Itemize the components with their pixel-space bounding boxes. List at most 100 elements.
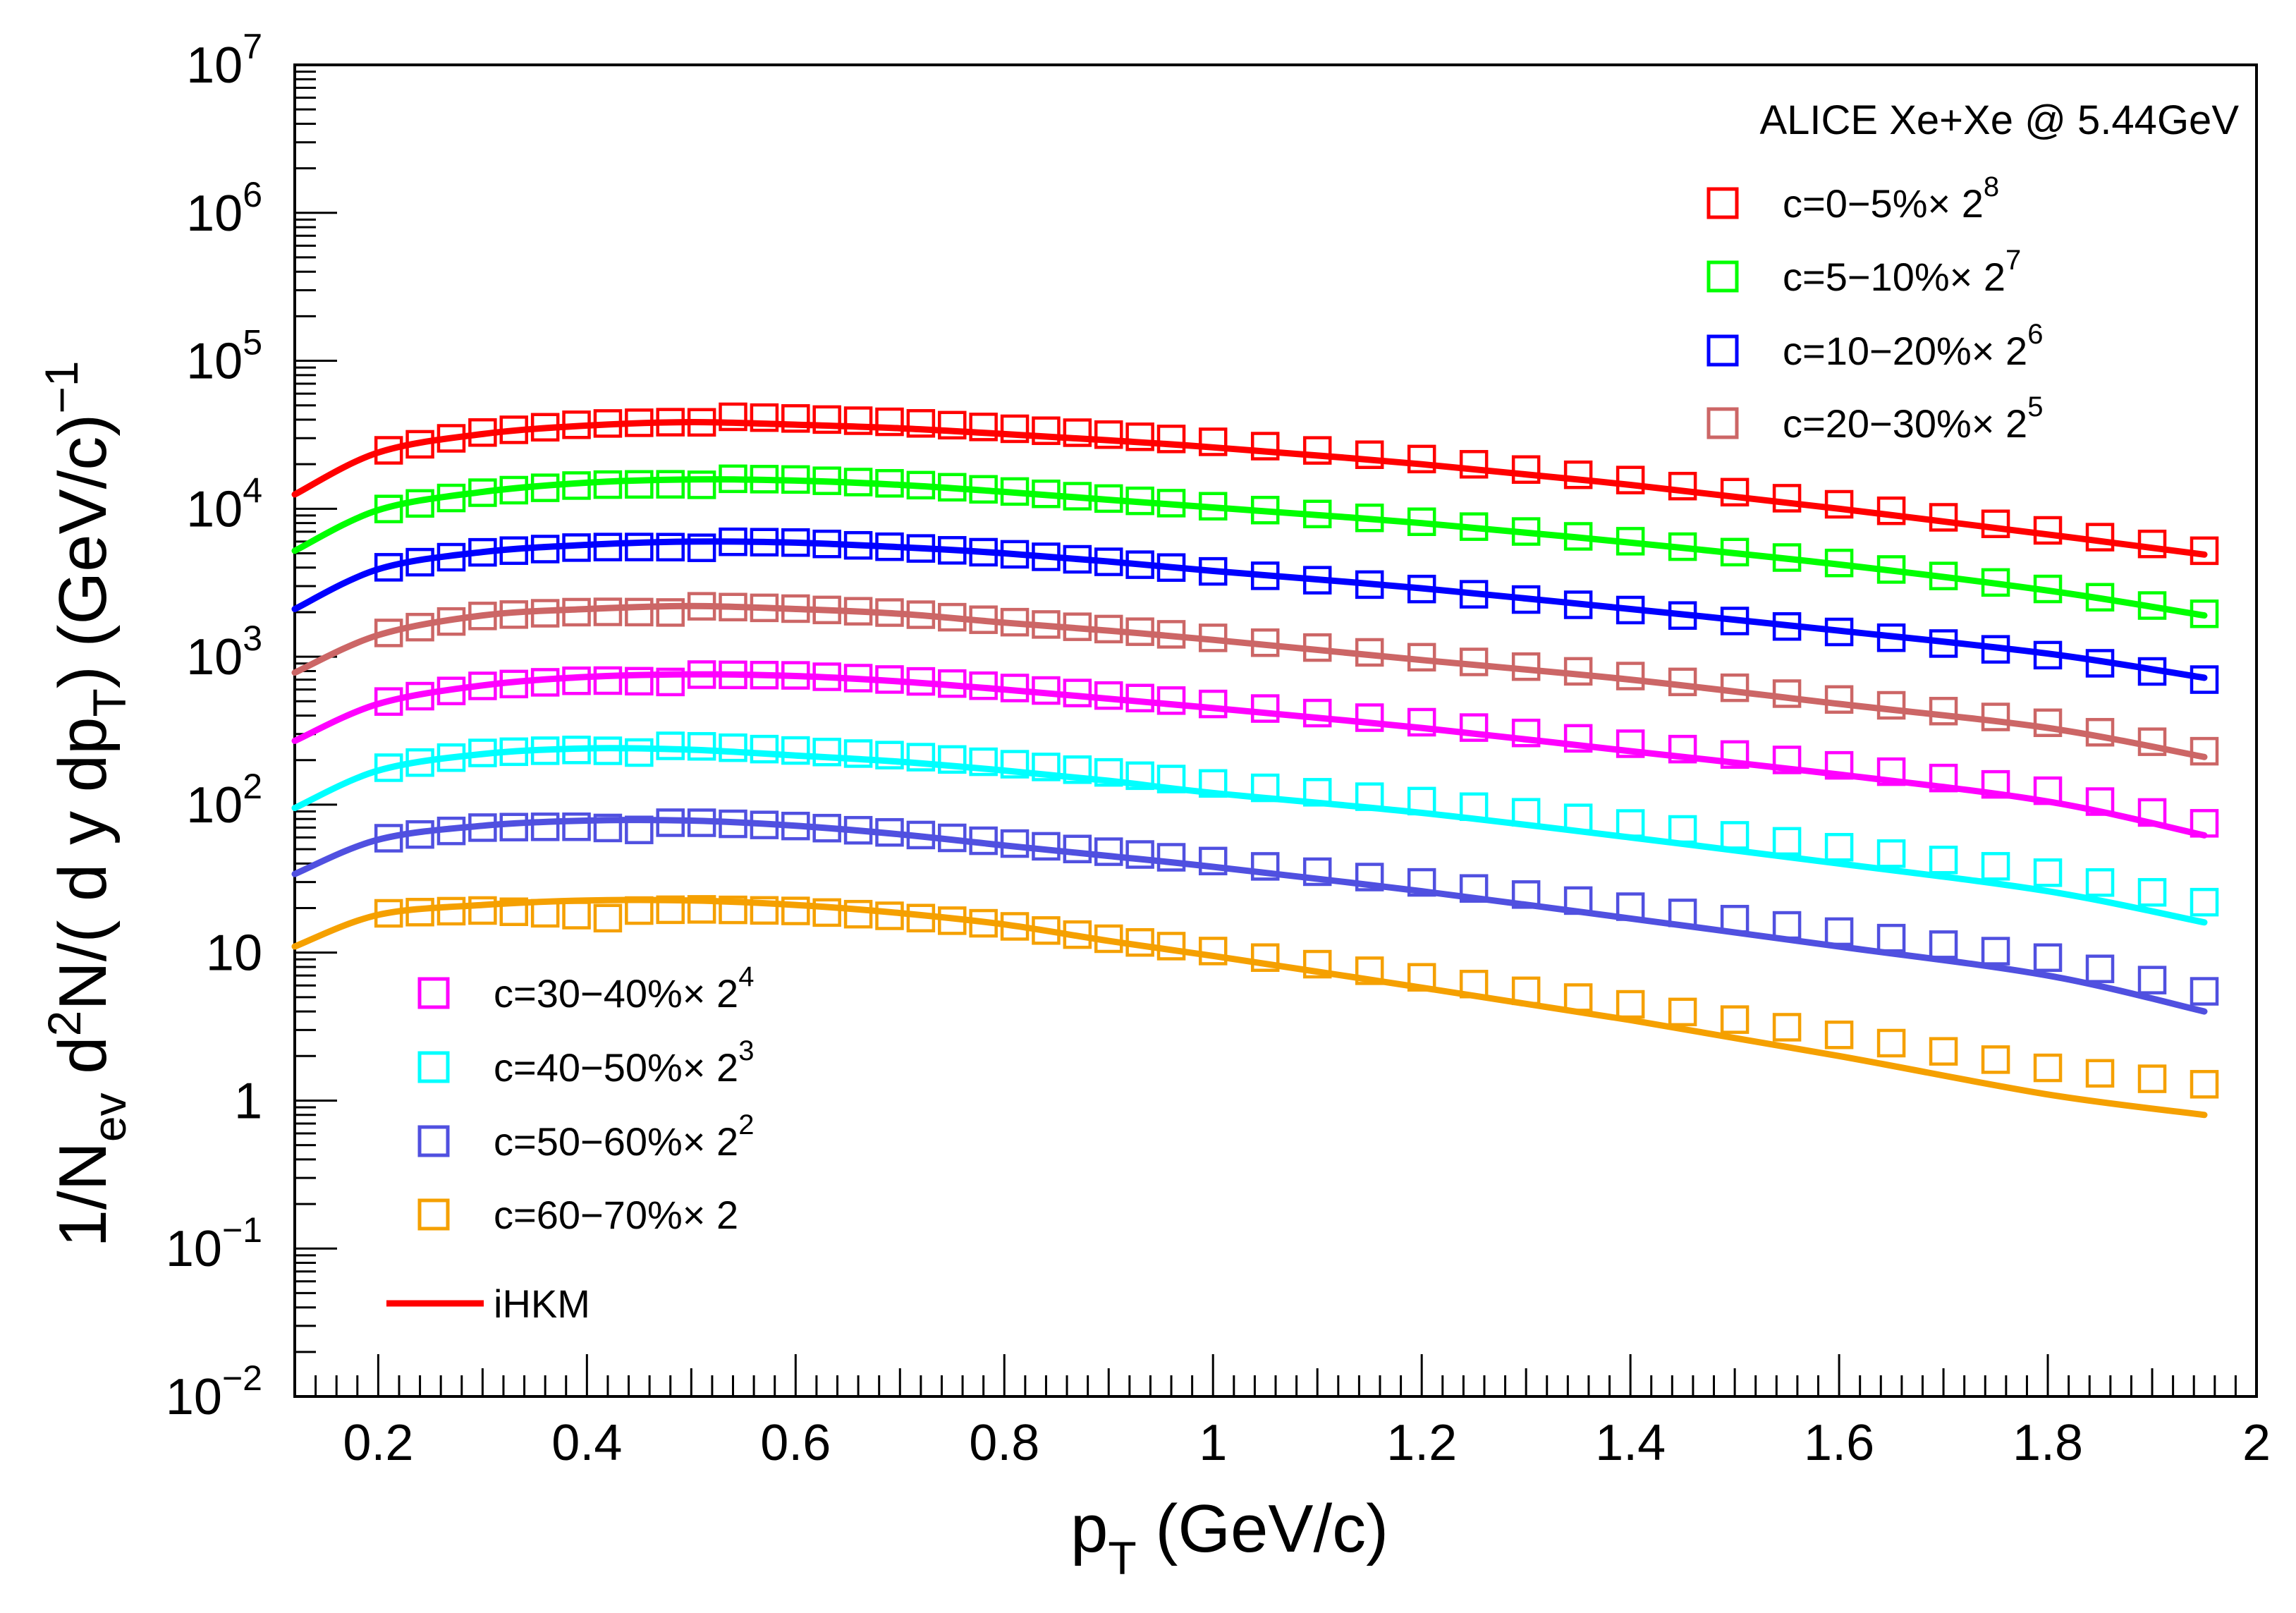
- data-point: [405, 748, 434, 777]
- x-tick-label: 0.4: [551, 1415, 622, 1471]
- data-point: [719, 464, 747, 494]
- data-point: [1876, 757, 1906, 786]
- data-point: [938, 745, 967, 774]
- data-point: [843, 739, 873, 768]
- data-point: [1876, 923, 1906, 953]
- data-point: [1094, 924, 1123, 954]
- data-point: [1563, 657, 1593, 686]
- data-point: [499, 897, 529, 926]
- data-point: [2085, 649, 2115, 678]
- data-point: [374, 824, 403, 853]
- data-point: [1407, 786, 1436, 816]
- data-point: [781, 661, 810, 690]
- data-point: [1094, 757, 1123, 787]
- data-point: [593, 532, 623, 561]
- data-point: [1032, 479, 1061, 509]
- data-point: [1563, 590, 1593, 619]
- data-point: [687, 895, 716, 924]
- data-point: [843, 664, 873, 693]
- data-point: [906, 600, 936, 629]
- data-point: [2190, 1070, 2219, 1099]
- data-point: [687, 470, 716, 499]
- data-point: [1929, 1037, 1958, 1066]
- data-point: [1156, 765, 1186, 793]
- data-point: [1125, 422, 1154, 451]
- data-point: [906, 666, 936, 696]
- data-point: [1929, 629, 1958, 658]
- data-point: [1720, 477, 1750, 507]
- data-point: [1094, 681, 1123, 710]
- legend-label: c=50−60%× 22: [494, 1109, 754, 1164]
- data-point: [562, 471, 591, 500]
- data-point: [1616, 892, 1645, 921]
- data-point: [938, 473, 967, 502]
- data-point: [1616, 465, 1645, 494]
- data-point: [1824, 685, 1854, 714]
- data-point: [1772, 745, 1802, 774]
- data-point: [843, 899, 873, 929]
- data-point: [1459, 450, 1489, 479]
- data-point: [1668, 601, 1697, 630]
- data-point: [530, 736, 560, 765]
- data-point: [593, 813, 623, 843]
- legend-label: c=0−5%× 28: [1783, 171, 1999, 226]
- data-point: [1032, 542, 1061, 571]
- data-point: [1511, 585, 1541, 614]
- data-point: [593, 470, 623, 499]
- data-point: [405, 489, 434, 518]
- data-point: [1250, 852, 1280, 881]
- data-point: [656, 895, 685, 925]
- data-point: [2190, 809, 2219, 838]
- data-point: [812, 898, 841, 927]
- data-point: [1032, 610, 1061, 639]
- chart-title: ALICE Xe+Xe @ 5.44GeV: [1759, 97, 2239, 143]
- data-point: [781, 811, 810, 841]
- data-point: [1125, 617, 1154, 646]
- data-point: [1929, 763, 1958, 793]
- data-point: [1302, 949, 1332, 979]
- data-point: [781, 736, 810, 765]
- legend-label: c=5−10%× 27: [1783, 245, 2021, 299]
- data-point: [843, 815, 873, 845]
- data-point: [436, 607, 466, 636]
- data-point: [1198, 769, 1228, 798]
- data-point: [1772, 679, 1802, 708]
- data-point: [1000, 912, 1030, 941]
- data-point: [1355, 440, 1384, 469]
- data-point: [1616, 729, 1645, 758]
- data-point: [2190, 887, 2219, 917]
- data-point: [1063, 544, 1092, 574]
- data-point: [625, 470, 654, 499]
- y-tick-label: 10: [206, 925, 262, 982]
- data-point: [687, 408, 716, 437]
- data-point: [1720, 537, 1750, 567]
- data-point: [1720, 904, 1750, 934]
- data-point: [1981, 568, 2010, 597]
- data-point: [1668, 815, 1697, 844]
- data-point: [875, 532, 904, 561]
- data-point: [1125, 683, 1154, 712]
- data-point: [468, 738, 497, 767]
- data-point: [2033, 776, 2063, 805]
- data-point: [2190, 977, 2219, 1006]
- data-point: [938, 669, 967, 698]
- data-point: [843, 530, 873, 560]
- data-point: [1032, 916, 1061, 945]
- data-point: [1720, 673, 1750, 702]
- data-point: [2085, 523, 2115, 552]
- data-point: [1094, 420, 1123, 449]
- data-point: [1355, 782, 1384, 811]
- data-point: [1772, 1013, 1802, 1042]
- data-point: [1355, 863, 1384, 891]
- data-point: [1198, 623, 1228, 652]
- data-point: [625, 738, 654, 767]
- legend-marker: [417, 977, 450, 1009]
- legend-label: c=10−20%× 26: [1783, 319, 2043, 373]
- data-point: [1563, 886, 1593, 915]
- data-point: [468, 671, 497, 700]
- data-point: [719, 527, 747, 556]
- data-point: [499, 475, 529, 505]
- legend-marker: [417, 1198, 450, 1231]
- data-point: [1032, 753, 1061, 781]
- data-point: [374, 553, 403, 582]
